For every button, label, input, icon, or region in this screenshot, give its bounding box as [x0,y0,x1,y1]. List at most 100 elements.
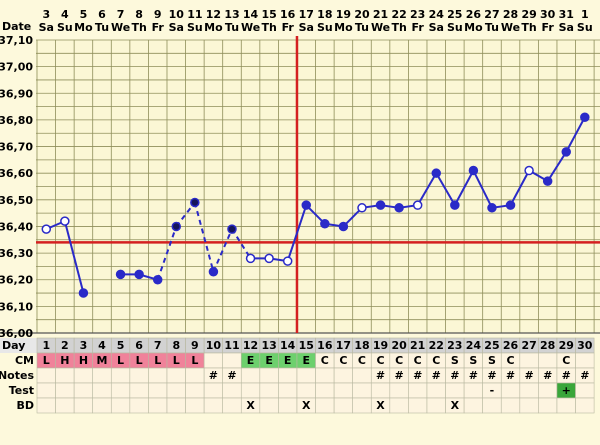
day-cell-value: 24 [466,339,482,352]
test-cell [185,382,205,399]
date-number: 3 [42,8,50,21]
test-cell [333,382,353,399]
weekday-label: Tu [95,21,109,34]
weekday-label: Mo [464,21,483,34]
weekday-label: Fr [412,21,425,34]
cm-cell-value: L [43,354,50,367]
notes-cell-value: # [450,369,459,382]
weekday-label: Tu [225,21,239,34]
weekday-label: Fr [152,21,165,34]
cm-cell-value: E [284,354,292,367]
day-cell-value: 18 [354,339,369,352]
test-cell [500,382,521,399]
day-cell-value: 2 [61,339,69,352]
notes-cell [240,367,261,384]
test-cell [92,382,112,399]
test-cell [408,382,428,399]
temperature-point [450,200,460,210]
test-cell-value: - [490,384,495,397]
y-axis-labels: 37,10 37,00 36,90 36,80 36,70 36,60 36,50 36,40… [0,34,33,340]
temperature-point [468,165,479,176]
test-cell [166,382,186,399]
day-cell-value: 6 [135,339,143,352]
bd-cell [278,397,298,414]
bd-cell [259,397,279,414]
test-cell [426,382,446,399]
temperature-point [264,253,274,264]
temperature-line-dashed [231,228,252,259]
test-cell [296,382,316,399]
weekday-label: Th [391,21,406,34]
weekday-label: Su [317,21,333,34]
y-tick-label: 36,00 [0,327,33,340]
bd-cell [166,397,186,414]
notes-cell [110,367,131,384]
notes-cell-value: # [543,369,552,382]
cm-cell-value: L [136,354,143,367]
cm-cell-value: C [395,354,403,367]
bd-cell-value: X [302,399,311,412]
test-cell [129,382,149,399]
test-cell [370,382,391,399]
test-cell [389,382,409,399]
test-cell [315,382,335,399]
temperature-point [338,221,349,232]
date-number: 28 [503,8,518,21]
y-tick-label: 36,90 [0,87,33,100]
date-number: 6 [98,8,106,21]
temperature-point [60,216,70,226]
cm-cell [538,352,558,369]
cm-cell-value: L [154,354,161,367]
cm-cell-value: E [303,354,311,367]
test-cell [278,382,298,399]
temperature-plot [0,36,600,334]
notes-cell [148,367,168,384]
bd-cell [352,397,372,414]
temperature-point [412,200,423,210]
date-number: 12 [206,8,221,21]
day-cell-value: 13 [261,339,276,352]
cm-cell-value: C [562,354,570,367]
day-cell-value: 25 [484,339,499,352]
temperature-point [282,256,293,266]
date-number: 19 [336,8,351,21]
bd-cell [556,397,576,414]
date-number: 8 [135,8,143,21]
date-number: 13 [224,8,239,21]
weekday-label: Sa [39,21,54,34]
date-number: 17 [299,8,314,21]
test-cell [352,382,372,399]
day-cell-value: 30 [577,339,593,352]
date-number: 29 [521,8,536,21]
weekday-label: Mo [74,21,93,34]
notes-cell [296,367,316,384]
day-cell-value: 29 [559,339,574,352]
day-cell-value: 10 [206,339,222,352]
notes-cell-value: # [524,369,533,382]
notes-cell-value: # [227,369,236,382]
day-cell-value: 9 [191,339,199,352]
row-label: BD [16,399,34,412]
weekday-label: Sa [299,21,314,34]
cm-cell-value: S [488,354,496,367]
cm-cell-value: C [339,354,347,367]
temperature-point [115,269,126,280]
cm-cell-value: C [414,354,422,367]
day-cell-value: 23 [447,339,462,352]
notes-cell-value: # [506,369,515,382]
test-cell [575,382,595,399]
test-cell [240,382,261,399]
cm-cell-value: C [377,354,385,367]
test-cell [222,382,242,399]
temperature-point [171,221,182,232]
row-label-cell [0,398,37,413]
weekday-label: Fr [542,21,555,34]
temperature-line [546,151,568,182]
cm-cell-value: L [191,354,198,367]
y-tick-label: 36,70 [0,141,33,154]
day-cell-value: 21 [410,339,425,352]
date-number: 21 [373,8,388,21]
y-tick-label: 36,10 [0,300,33,313]
weekday-label: We [501,21,520,34]
